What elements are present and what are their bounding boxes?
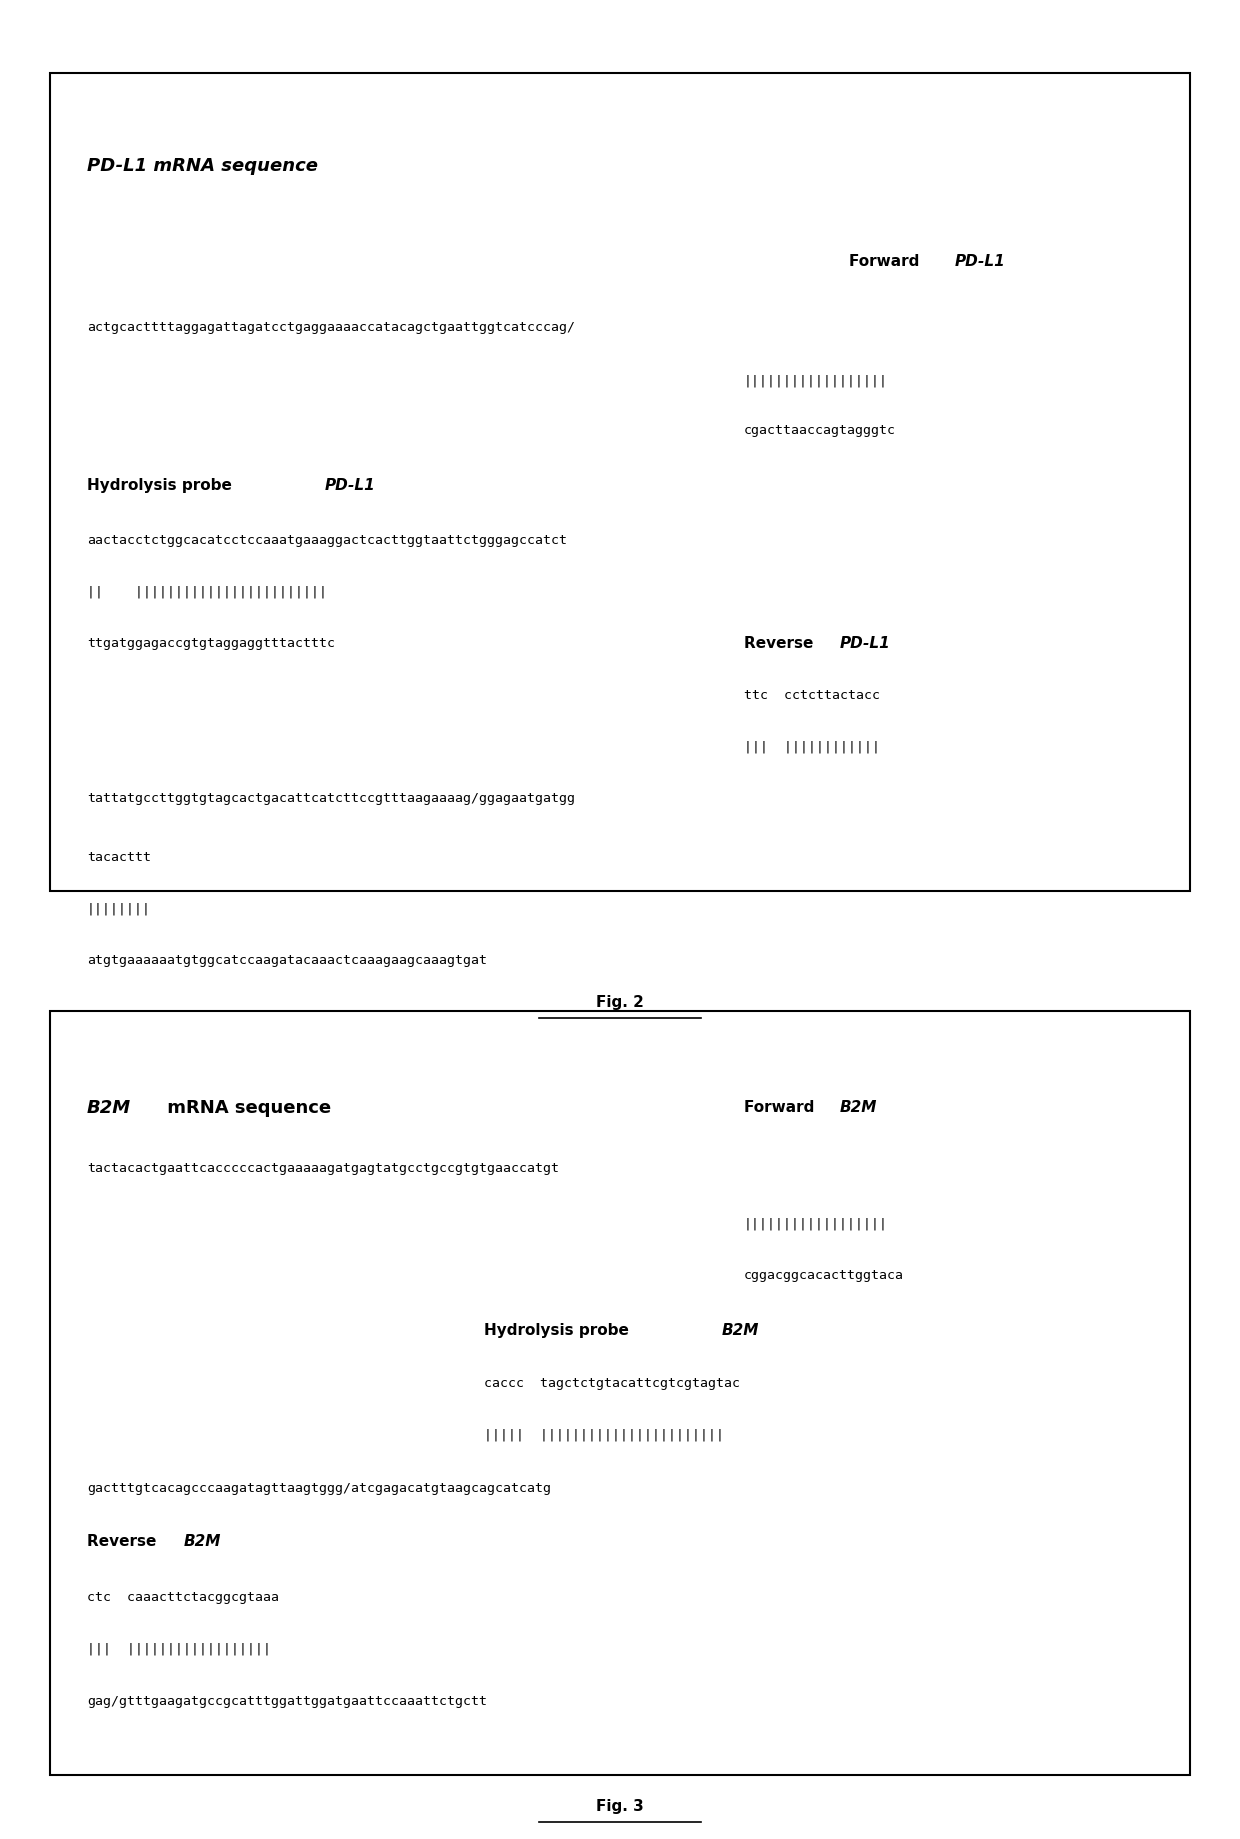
Text: ||||||||||||||||||: ||||||||||||||||||: [744, 373, 888, 388]
Text: Reverse: Reverse: [744, 636, 818, 651]
Text: Reverse: Reverse: [87, 1534, 161, 1548]
Text: tattatgccttggtgtagcactgacattcatcttccgtttaagaaaag/ggagaatgatgg: tattatgccttggtgtagcactgacattcatcttccgttt…: [87, 791, 575, 805]
Text: B2M: B2M: [722, 1322, 759, 1337]
Text: cgacttaaccagtagggtc: cgacttaaccagtagggtc: [744, 423, 897, 438]
Text: |||  ||||||||||||: ||| ||||||||||||: [744, 739, 880, 754]
Text: Forward: Forward: [849, 254, 925, 268]
Text: Hydrolysis probe: Hydrolysis probe: [87, 478, 237, 493]
Text: cggacggcacacttggtaca: cggacggcacacttggtaca: [744, 1267, 904, 1282]
Text: tacacttt: tacacttt: [87, 850, 151, 864]
Text: B2M: B2M: [87, 1098, 131, 1116]
Text: aactacctctggcacatcctccaaatgaaaggactcacttggtaattctgggagccatct: aactacctctggcacatcctccaaatgaaaggactcactt…: [87, 533, 567, 548]
Text: Fig. 2: Fig. 2: [596, 995, 644, 1010]
Text: tactacactgaattcacccccactgaaaaagatgagtatgcctgccgtgtgaaccatgt: tactacactgaattcacccccactgaaaaagatgagtatg…: [87, 1160, 559, 1175]
Text: Fig. 3: Fig. 3: [596, 1799, 644, 1813]
Text: PD-L1: PD-L1: [955, 254, 1006, 268]
Text: caccc  tagctctgtacattcgtcgtagtac: caccc tagctctgtacattcgtcgtagtac: [484, 1376, 739, 1390]
Text: ||||||||: ||||||||: [87, 901, 151, 916]
Text: Hydrolysis probe: Hydrolysis probe: [484, 1322, 634, 1337]
FancyBboxPatch shape: [50, 74, 1190, 892]
Text: ctc  caaacttctacggcgtaaa: ctc caaacttctacggcgtaaa: [87, 1589, 279, 1604]
Text: Forward: Forward: [744, 1100, 820, 1114]
FancyBboxPatch shape: [50, 1011, 1190, 1775]
Text: mRNA sequence: mRNA sequence: [161, 1098, 331, 1116]
Text: |||  ||||||||||||||||||: ||| ||||||||||||||||||: [87, 1640, 270, 1655]
Text: gactttgtcacagcccaagatagttaagtggg/atcgagacatgtaagcagcatcatg: gactttgtcacagcccaagatagttaagtggg/atcgaga…: [87, 1480, 551, 1495]
Text: PD-L1: PD-L1: [325, 478, 376, 493]
Text: gag/gtttgaagatgccgcatttggattggatgaattccaaattctgctt: gag/gtttgaagatgccgcatttggattggatgaattcca…: [87, 1694, 487, 1708]
Text: atgtgaaaaaatgtggcatccaagatacaaactcaaagaagcaaagtgat: atgtgaaaaaatgtggcatccaagatacaaactcaaagaa…: [87, 953, 487, 967]
Text: ttc  cctcttactacc: ttc cctcttactacc: [744, 688, 880, 702]
Text: PD-L1: PD-L1: [839, 636, 890, 651]
Text: ||||||||||||||||||: ||||||||||||||||||: [744, 1216, 888, 1230]
Text: ttgatggagaccgtgtaggaggtttactttc: ttgatggagaccgtgtaggaggtttactttc: [87, 636, 335, 651]
Text: B2M: B2M: [839, 1100, 877, 1114]
Text: ||    ||||||||||||||||||||||||: || ||||||||||||||||||||||||: [87, 585, 327, 600]
Text: PD-L1 mRNA sequence: PD-L1 mRNA sequence: [87, 156, 317, 175]
Text: B2M: B2M: [184, 1534, 221, 1548]
Text: |||||  |||||||||||||||||||||||: ||||| |||||||||||||||||||||||: [484, 1427, 724, 1442]
Text: actgcacttttaggagattagatcctgaggaaaaccatacagctgaattggtcatcccag/: actgcacttttaggagattagatcctgaggaaaaccatac…: [87, 320, 575, 335]
